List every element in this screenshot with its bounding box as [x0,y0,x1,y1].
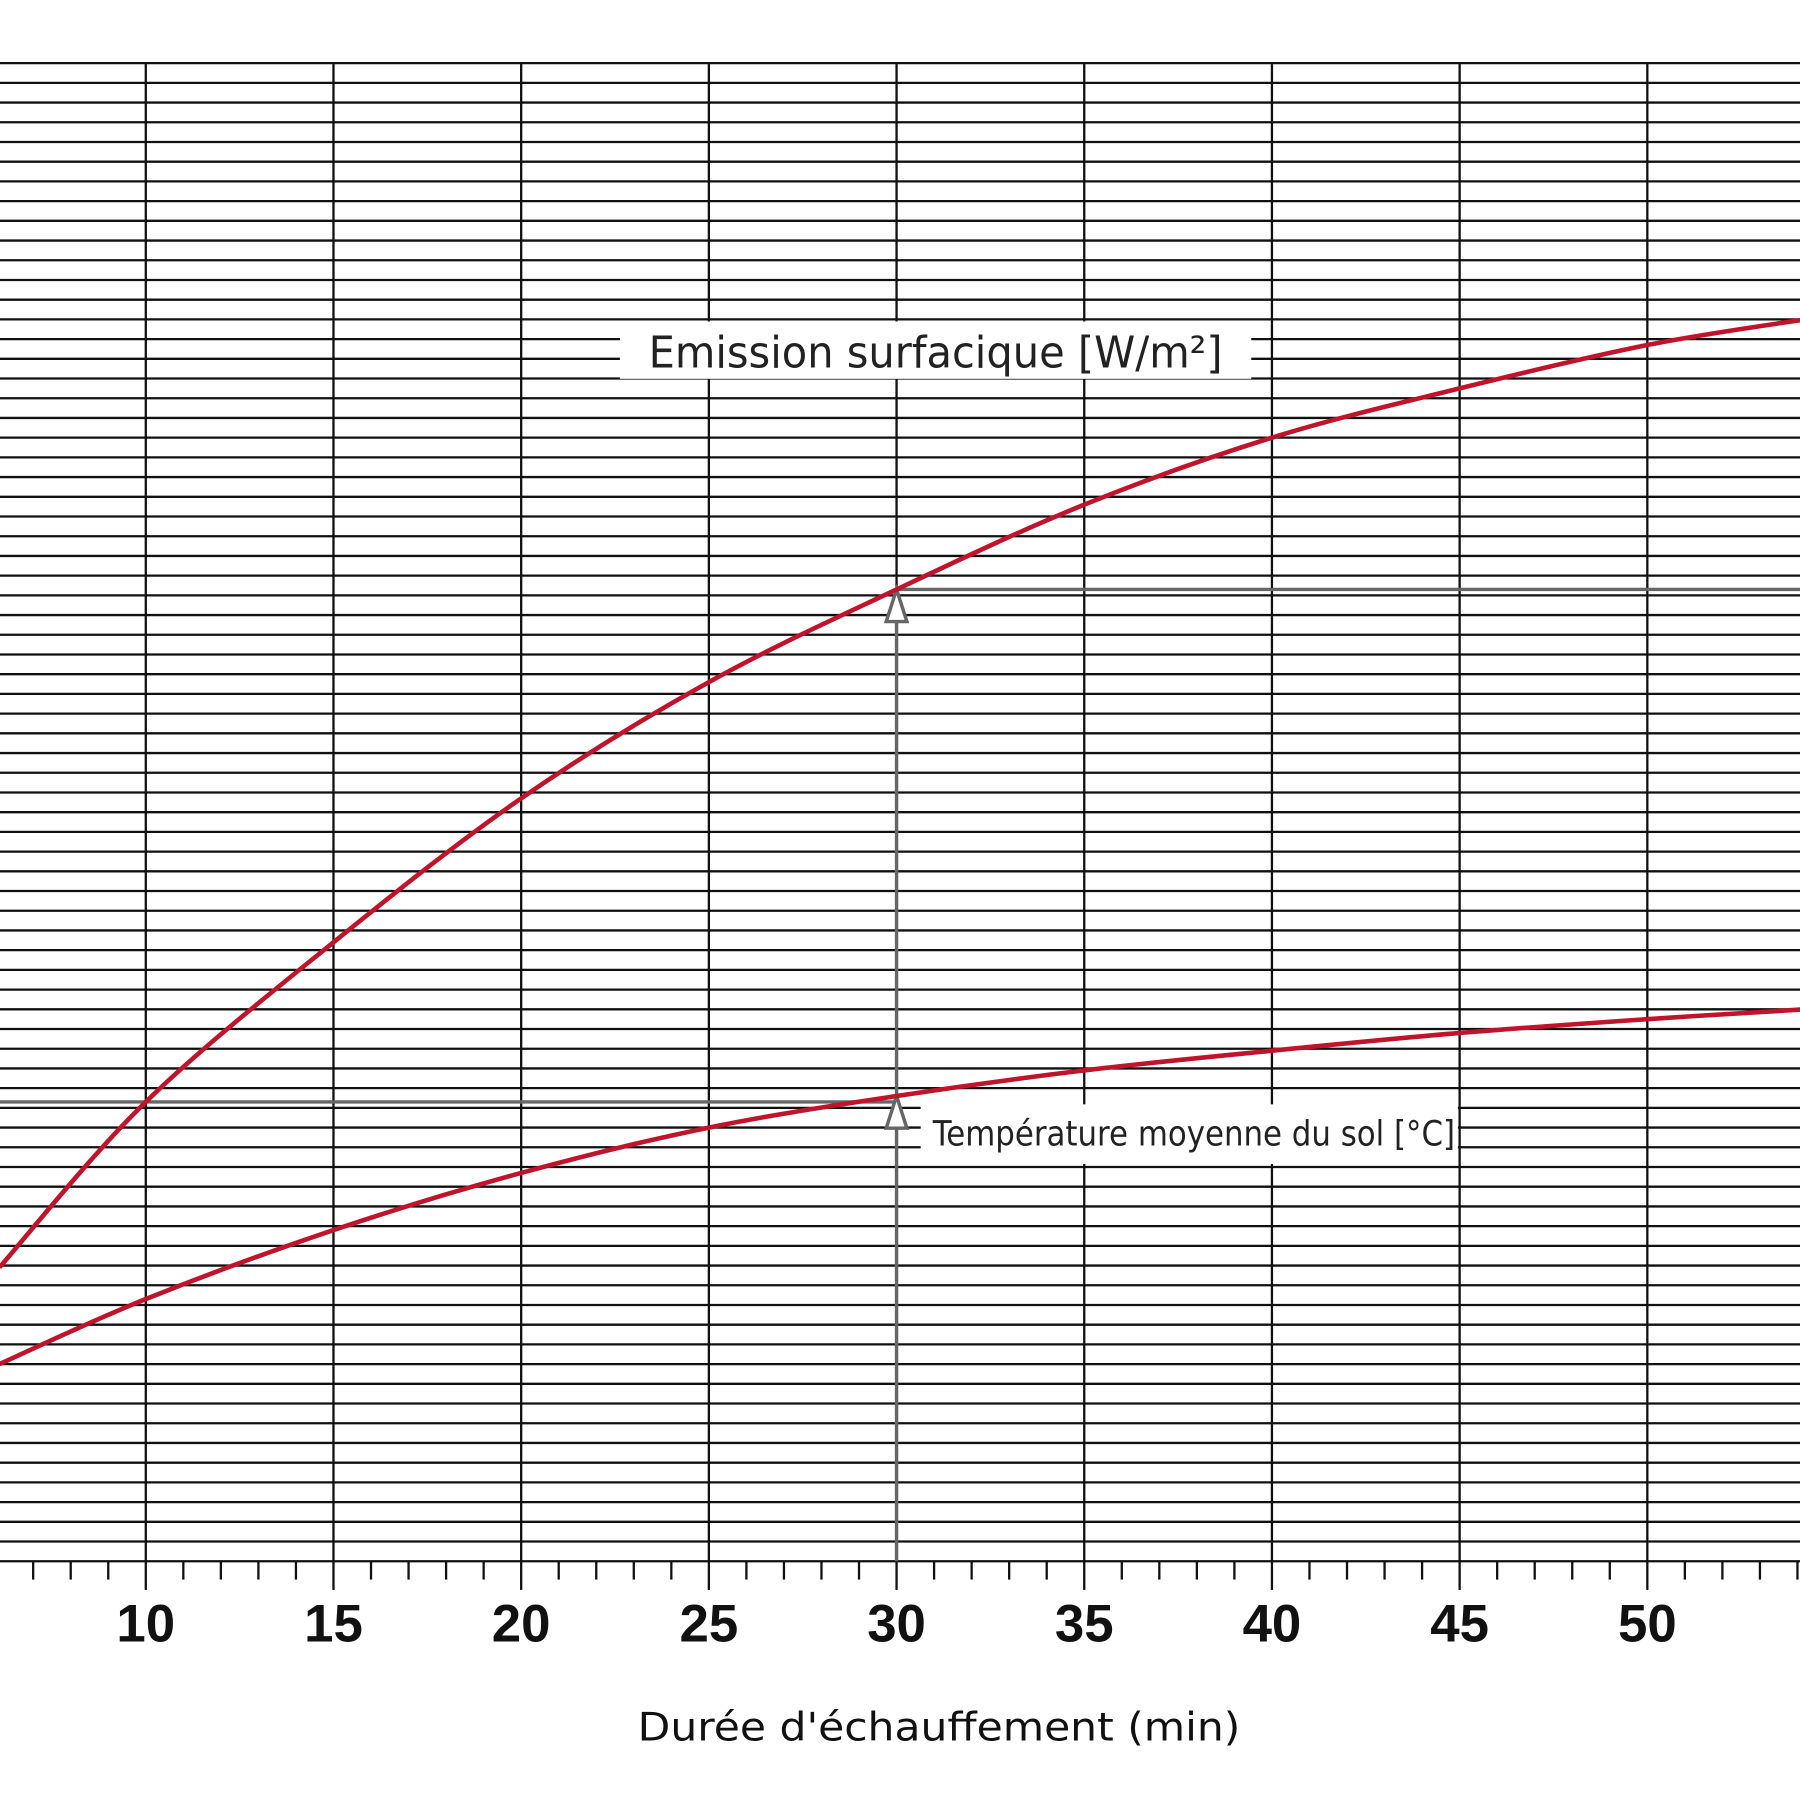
emission-label: Emission surfacique [W/m²] [649,328,1223,378]
emission-label-group: Emission surfacique [W/m²] [619,321,1252,379]
x-tick-label: 15 [304,1595,363,1654]
x-tick-label: 10 [116,1595,175,1654]
emission-curve [0,317,1800,1270]
x-tick-label: 30 [867,1595,926,1654]
temperature-curve [0,1007,1800,1367]
x-tick-label: 45 [1430,1595,1489,1654]
arrow-up-icon [883,1090,910,1130]
reading-guides [0,583,1800,1562]
x-tick-labels: 10152025303540455055 [116,1595,1677,1654]
temperature-label: Température moyenne du sol [°C] [932,1115,1455,1155]
x-tick-label: 25 [679,1595,738,1654]
x-axis-ticks [32,1561,1799,1590]
x-tick-label: 20 [492,1595,551,1654]
temperature-label-bg [920,1104,1458,1165]
emission-label-bg [619,321,1252,379]
curves [0,317,1800,1367]
grid [0,61,1800,1563]
x-tick-label: 40 [1243,1595,1302,1654]
temperature-label-group: Température moyenne du sol [°C] [920,1104,1458,1165]
arrow-up-icon [883,583,910,624]
x-tick-label: 50 [1618,1595,1677,1654]
x-tick-label: 35 [1055,1595,1114,1654]
x-axis-title: Durée d'échauffement (min) [638,1705,1241,1750]
